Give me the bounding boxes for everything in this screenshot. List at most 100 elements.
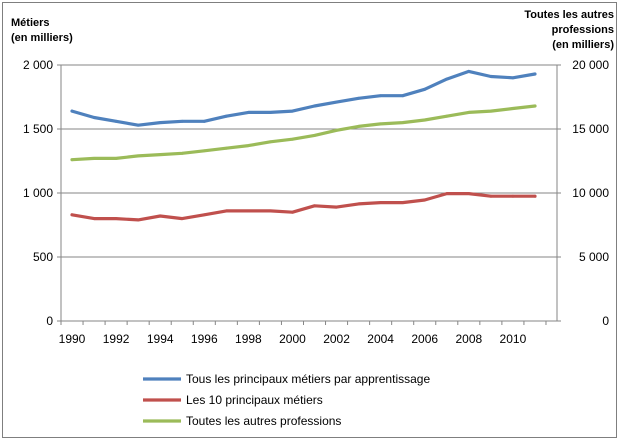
data-point bbox=[533, 194, 537, 198]
data-point bbox=[357, 202, 360, 206]
data-point bbox=[313, 104, 316, 108]
data-point bbox=[136, 123, 140, 127]
data-point bbox=[114, 217, 118, 221]
data-point bbox=[70, 109, 74, 113]
data-point bbox=[445, 192, 449, 196]
data-point bbox=[291, 137, 294, 141]
series-line-3 bbox=[70, 104, 537, 162]
data-point bbox=[489, 75, 493, 78]
right-tick-label: 10 000 bbox=[572, 186, 609, 200]
right-tick-label: 0 bbox=[602, 314, 609, 328]
data-point bbox=[224, 114, 228, 118]
left-axis-ticks: 0 500 1 000 1 500 2 000 bbox=[23, 58, 61, 328]
left-tick-label: 1 500 bbox=[23, 122, 53, 136]
data-point bbox=[224, 209, 228, 213]
data-point bbox=[92, 116, 96, 119]
data-point bbox=[467, 110, 471, 114]
data-point bbox=[401, 121, 405, 124]
data-point bbox=[291, 109, 294, 113]
x-axis-ticks: 1990 1992 1994 1996 1998 2000 2002 2004 2006 2008… bbox=[59, 321, 547, 346]
right-axis-title: Toutes les autres professions (en milliers… bbox=[524, 9, 614, 51]
data-point bbox=[180, 217, 184, 221]
data-point bbox=[202, 213, 206, 217]
data-point bbox=[313, 204, 316, 208]
chart-frame: Métiers (en milliers) Toutes les autres pr… bbox=[2, 2, 617, 438]
x-tick-label: 2008 bbox=[455, 332, 482, 346]
data-point bbox=[467, 192, 471, 196]
left-tick-label: 500 bbox=[33, 250, 53, 264]
x-tick-label: 2002 bbox=[323, 332, 350, 346]
data-point bbox=[202, 119, 206, 123]
data-point bbox=[180, 119, 184, 123]
data-point bbox=[202, 149, 206, 153]
right-axis-ticks: 0 5 000 10 000 15 000 20 000 bbox=[557, 58, 609, 328]
data-point bbox=[158, 121, 162, 124]
data-point bbox=[269, 209, 272, 213]
data-point bbox=[379, 94, 383, 98]
data-point bbox=[423, 118, 427, 122]
data-point bbox=[511, 107, 515, 110]
gridlines bbox=[61, 64, 557, 258]
data-point bbox=[379, 122, 383, 126]
data-point bbox=[467, 70, 471, 73]
data-point bbox=[180, 151, 184, 155]
data-point bbox=[401, 94, 405, 98]
data-point bbox=[269, 140, 272, 144]
left-axis-title-line: Métiers bbox=[11, 17, 50, 29]
data-point bbox=[136, 218, 140, 222]
right-axis-title-line: Toutes les autres bbox=[524, 9, 614, 21]
data-point bbox=[70, 213, 74, 217]
left-axis-title: Métiers (en milliers) bbox=[11, 17, 73, 44]
data-point bbox=[246, 209, 250, 213]
series-line-1 bbox=[70, 69, 537, 127]
left-axis-title-line: (en milliers) bbox=[11, 32, 73, 44]
data-point bbox=[445, 77, 449, 81]
data-point bbox=[335, 128, 338, 132]
legend-label-1: Tous les principaux métiers par apprenti… bbox=[186, 372, 430, 386]
legend-label-3: Toutes les autres professions bbox=[186, 414, 341, 428]
right-tick-label: 5 000 bbox=[579, 250, 609, 264]
data-point bbox=[511, 76, 515, 80]
data-point bbox=[246, 110, 250, 114]
x-tick-label: 1992 bbox=[103, 332, 130, 346]
data-point bbox=[533, 72, 537, 76]
x-tick-label: 1990 bbox=[59, 332, 86, 346]
right-axis-title-line: professions bbox=[552, 24, 614, 36]
x-tick-label: 2000 bbox=[279, 332, 306, 346]
data-point bbox=[92, 157, 96, 160]
x-tick-label: 2006 bbox=[411, 332, 438, 346]
x-tick-label: 1998 bbox=[235, 332, 262, 346]
left-tick-label: 1 000 bbox=[23, 186, 53, 200]
data-point bbox=[511, 194, 515, 198]
data-point bbox=[92, 217, 96, 221]
right-axis-title-line: (en milliers) bbox=[552, 39, 614, 51]
data-point bbox=[114, 119, 118, 123]
series-line-2 bbox=[70, 192, 537, 222]
line-chart: Métiers (en milliers) Toutes les autres pr… bbox=[11, 9, 614, 428]
x-tick-label: 1996 bbox=[191, 332, 218, 346]
right-tick-label: 20 000 bbox=[572, 58, 609, 72]
data-point bbox=[313, 134, 316, 137]
series-lines bbox=[70, 69, 537, 222]
data-point bbox=[136, 154, 140, 158]
x-tick-label: 2004 bbox=[367, 332, 394, 346]
data-point bbox=[158, 214, 162, 218]
x-tick-label: 2010 bbox=[500, 332, 527, 346]
left-tick-label: 0 bbox=[46, 314, 53, 328]
legend: Tous les principaux métiers par apprenti… bbox=[143, 372, 430, 428]
data-point bbox=[158, 153, 162, 157]
legend-label-2: Les 10 principaux métiers bbox=[186, 393, 323, 407]
data-point bbox=[246, 144, 250, 148]
data-point bbox=[445, 114, 449, 118]
data-point bbox=[423, 87, 427, 91]
data-point bbox=[70, 158, 74, 162]
x-tick-label: 1994 bbox=[147, 332, 174, 346]
data-point bbox=[357, 125, 360, 128]
right-tick-label: 15 000 bbox=[572, 122, 609, 136]
data-point bbox=[291, 210, 294, 214]
data-point bbox=[401, 201, 405, 205]
data-point bbox=[335, 205, 338, 209]
data-point bbox=[224, 146, 228, 150]
left-tick-label: 2 000 bbox=[23, 58, 53, 72]
data-point bbox=[335, 100, 338, 104]
